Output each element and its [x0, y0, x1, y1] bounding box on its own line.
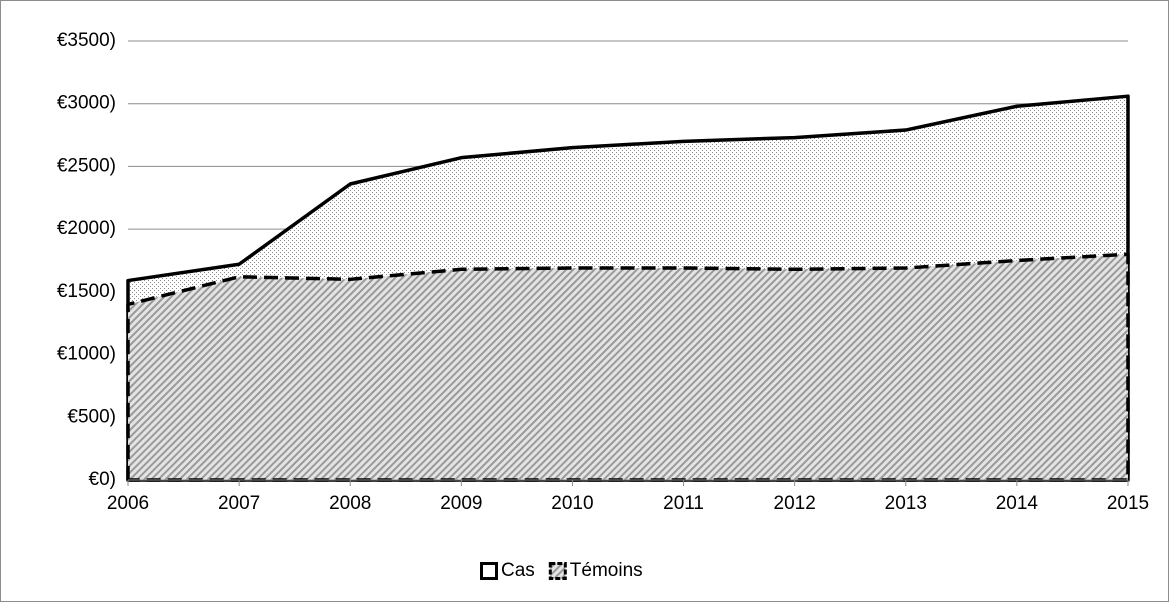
- y-tick-label: €500): [67, 406, 116, 427]
- x-tick-label: 2013: [885, 493, 927, 514]
- y-tick-label: €3500): [57, 30, 116, 51]
- x-tick-label: 2010: [551, 493, 593, 514]
- area: [126, 252, 1130, 482]
- x-tick-label: 2009: [440, 493, 482, 514]
- y-tick-label: €2500): [57, 155, 116, 176]
- y-tick-label: €1500): [57, 281, 116, 302]
- x-tick-label: 2007: [218, 493, 260, 514]
- x-tick-label: 2008: [329, 493, 371, 514]
- legend-swatch: [548, 562, 567, 580]
- y-tick-label: €2000): [57, 218, 116, 239]
- y-tick-label: €3000): [57, 93, 116, 114]
- x-tick-label: 2015: [1107, 493, 1149, 514]
- x-tick-label: 2011: [663, 493, 704, 514]
- x-tick-label: 2014: [996, 493, 1039, 514]
- x-tick-label: 2006: [107, 493, 149, 514]
- y-tick-label: €0): [89, 469, 116, 490]
- legend-label: Cas: [501, 560, 535, 581]
- legend-label: Témoins: [570, 560, 643, 581]
- legend-swatch: [480, 562, 498, 580]
- x-tick-label: 2012: [774, 493, 816, 514]
- y-tick-label: €1000): [57, 344, 116, 365]
